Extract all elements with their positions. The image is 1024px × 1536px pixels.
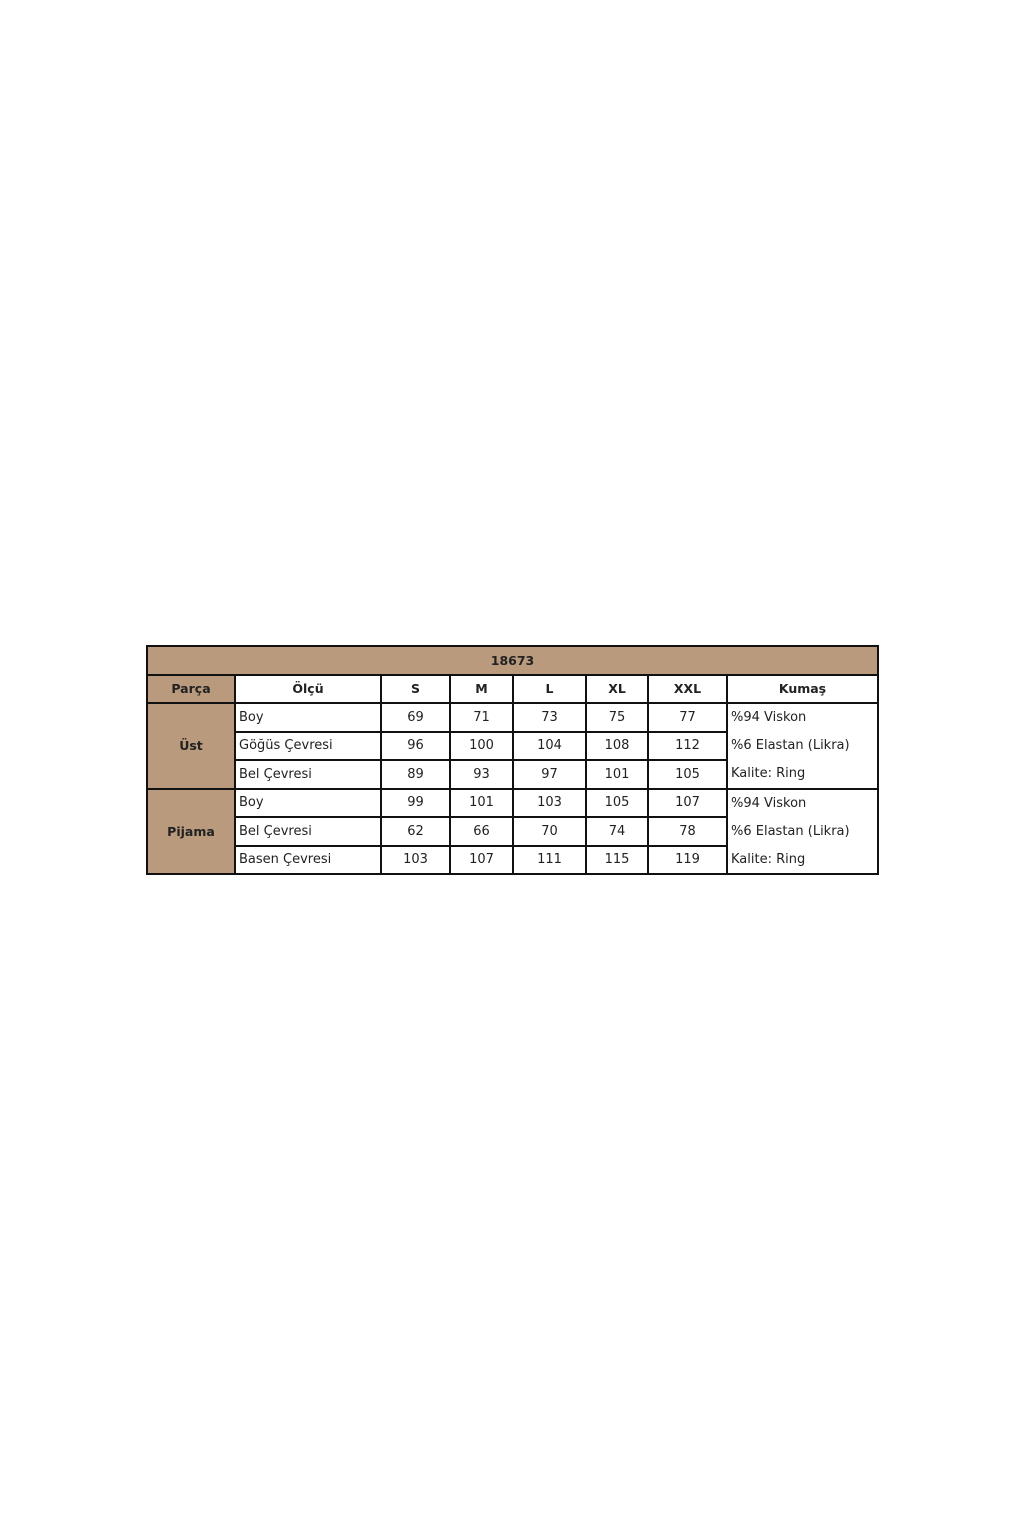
size-value: 119 xyxy=(647,844,728,875)
size-value: 115 xyxy=(585,844,649,875)
table-row: Bel Çevresi 89 93 97 101 105 Kalite: Ring xyxy=(147,759,879,790)
size-value: 105 xyxy=(585,787,649,818)
table-row: Basen Çevresi 103 107 111 115 119 Kalite: Ring xyxy=(147,844,879,875)
measure-label: Basen Çevresi xyxy=(234,844,382,875)
size-value: 107 xyxy=(449,844,514,875)
table-row: Üst Boy 69 71 73 75 77 %94 Viskon xyxy=(146,702,879,790)
table-row: Pijama Boy 99 101 103 105 107 %94 Viskon xyxy=(146,787,879,875)
size-value: 77 xyxy=(647,702,728,733)
size-value: 103 xyxy=(512,787,587,818)
size-value: 99 xyxy=(380,787,451,818)
title-row: 18673 xyxy=(146,645,879,676)
size-value: 104 xyxy=(512,730,587,761)
fabric-line: %6 Elastan (Likra) xyxy=(726,817,879,846)
size-value: 101 xyxy=(585,759,649,790)
header-fabric: Kumaş xyxy=(726,673,879,704)
fabric-line: %94 Viskon xyxy=(726,702,879,732)
size-value: 100 xyxy=(449,730,514,761)
header-size-xl: XL xyxy=(585,673,649,704)
size-value: 105 xyxy=(647,759,728,790)
header-size-s: S xyxy=(380,673,451,704)
size-value: 78 xyxy=(647,816,728,847)
part-label: Pijama xyxy=(146,787,236,875)
header-size-m: M xyxy=(449,673,514,704)
measure-label: Boy xyxy=(234,702,382,733)
size-value: 93 xyxy=(449,759,514,790)
size-value: 101 xyxy=(449,787,514,818)
header-part: Parça xyxy=(146,673,236,704)
header-size-xxl: XXL xyxy=(647,673,728,704)
size-value: 73 xyxy=(512,702,587,733)
measure-label: Göğüs Çevresi xyxy=(234,730,382,761)
size-value: 71 xyxy=(449,702,514,733)
size-value: 107 xyxy=(647,787,728,818)
measure-label: Bel Çevresi xyxy=(234,816,382,847)
product-code: 18673 xyxy=(146,645,879,676)
size-value: 96 xyxy=(380,730,451,761)
size-value: 70 xyxy=(512,816,587,847)
table-row: Bel Çevresi 62 66 70 74 78 %6 Elastan (Likra) xyxy=(147,816,879,847)
size-value: 66 xyxy=(449,816,514,847)
fabric-line: %94 Viskon xyxy=(726,787,879,817)
size-value: 97 xyxy=(512,759,587,790)
size-chart-table: 18673 Parça Ölçü S M L XL XXL Kumaş Üst B… xyxy=(146,645,879,875)
fabric-line: Kalite: Ring xyxy=(726,845,879,875)
header-row: Parça Ölçü S M L XL XXL Kumaş xyxy=(146,673,879,704)
fabric-line: Kalite: Ring xyxy=(726,760,879,790)
size-value: 112 xyxy=(647,730,728,761)
fabric-line: %6 Elastan (Likra) xyxy=(726,731,879,760)
size-value: 75 xyxy=(585,702,649,733)
size-value: 74 xyxy=(585,816,649,847)
table-row: Göğüs Çevresi 96 100 104 108 112 %6 Elastan (L… xyxy=(147,730,879,761)
size-value: 111 xyxy=(512,844,587,875)
size-value: 103 xyxy=(380,844,451,875)
size-value: 89 xyxy=(380,759,451,790)
header-size-l: L xyxy=(512,673,587,704)
header-measure: Ölçü xyxy=(234,673,382,704)
size-value: 108 xyxy=(585,730,649,761)
measure-label: Boy xyxy=(234,787,382,818)
part-label: Üst xyxy=(146,702,236,790)
size-value: 69 xyxy=(380,702,451,733)
measure-label: Bel Çevresi xyxy=(234,759,382,790)
size-value: 62 xyxy=(380,816,451,847)
